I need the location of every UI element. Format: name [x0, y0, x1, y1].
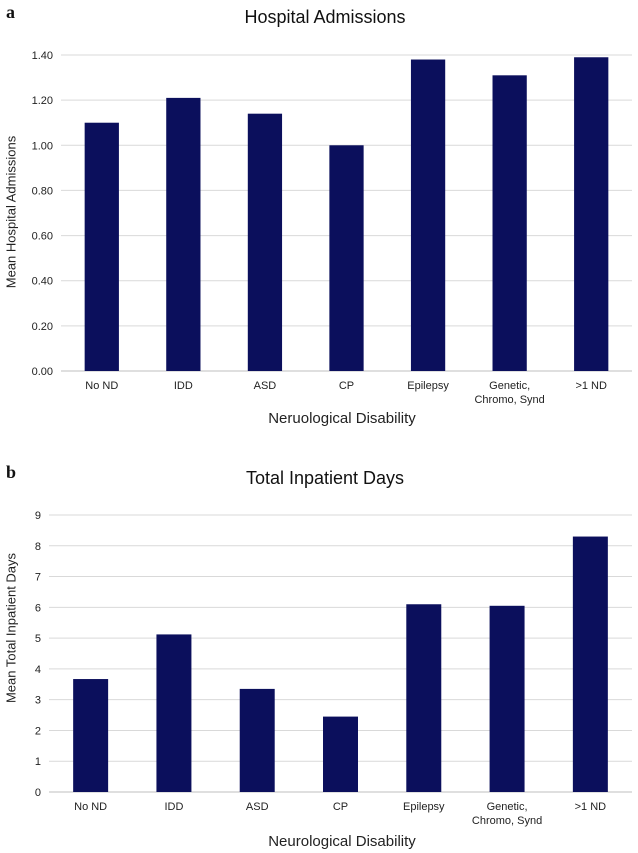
y-tick-label: 1.00: [32, 140, 53, 152]
y-tick-label: 0.40: [32, 276, 53, 288]
y-tick-label: 3: [35, 695, 41, 707]
x-axis-label: Neurological Disability: [268, 833, 416, 850]
bar: [492, 75, 527, 372]
x-tick-label: CP: [339, 380, 354, 392]
y-tick-label: 0.00: [32, 366, 53, 378]
panel-label: b: [6, 462, 17, 482]
bar: [574, 57, 609, 371]
x-tick-label: >1 ND: [575, 380, 607, 392]
y-tick-label: 9: [35, 510, 41, 522]
bar-chart-total-inpatient-days: 0 1 2 3 4 5 6 7 8 9 No ND IDD ASD CP Epilepsy Genetic, C…: [35, 510, 632, 827]
bar-chart-hospital-admissions: 0.00 0.20 0.40 0.60 0.80 1.00 1.20 1.40 No ND IDD…: [32, 50, 632, 406]
y-tick-label: 1.40: [32, 50, 53, 62]
x-tick-label: IDD: [174, 380, 193, 392]
x-tick-label: Genetic,: [487, 801, 528, 813]
bar: [572, 536, 608, 792]
bar: [489, 605, 525, 792]
panel-label: a: [6, 2, 15, 22]
bar: [323, 716, 358, 792]
y-tick-label: 4: [35, 664, 41, 676]
y-tick-label: 1: [35, 756, 41, 768]
chart-title: Total Inpatient Days: [245, 468, 405, 488]
x-tick-label: Chromo, Synd: [474, 394, 544, 406]
bar: [84, 122, 119, 371]
y-tick-label: 7: [35, 572, 41, 584]
x-tick-label: Epilepsy: [407, 380, 449, 392]
y-tick-label: 8: [35, 541, 41, 553]
x-tick-label: IDD: [164, 801, 183, 813]
x-tick-label: Genetic,: [489, 380, 530, 392]
y-tick-label: 2: [35, 725, 41, 737]
y-tick-label: 1.20: [32, 95, 53, 107]
y-tick-label: 6: [35, 602, 41, 614]
x-tick-label: >1 ND: [575, 801, 607, 813]
chart-panel-a: a Hospital Admissions Mean Hospital Admi…: [4, 2, 632, 427]
y-tick-label: 0.80: [32, 185, 53, 197]
chart-panel-b: b Total Inpatient Days Mean Total Inpati…: [0, 460, 638, 853]
bar: [156, 634, 192, 792]
x-tick-label: ASD: [246, 801, 269, 813]
x-tick-label: No ND: [74, 801, 107, 813]
chart-title: Hospital Admissions: [244, 7, 406, 27]
bar: [73, 679, 109, 792]
x-tick-label: Chromo, Synd: [472, 815, 542, 827]
x-tick-label: Epilepsy: [403, 801, 445, 813]
y-tick-label: 5: [35, 633, 41, 645]
bar: [239, 688, 275, 792]
y-tick-label: 0.20: [32, 321, 53, 333]
x-axis-label: Neruological Disability: [268, 410, 416, 427]
x-tick-label: No ND: [85, 380, 118, 392]
x-tick-label: CP: [333, 801, 348, 813]
bar: [247, 113, 283, 371]
bar: [406, 604, 442, 792]
y-tick-label: 0.60: [32, 231, 53, 243]
bar: [410, 59, 446, 372]
y-tick-label: 0: [35, 787, 41, 799]
bar: [166, 97, 201, 371]
bar: [329, 145, 364, 371]
x-tick-label: ASD: [254, 380, 277, 392]
